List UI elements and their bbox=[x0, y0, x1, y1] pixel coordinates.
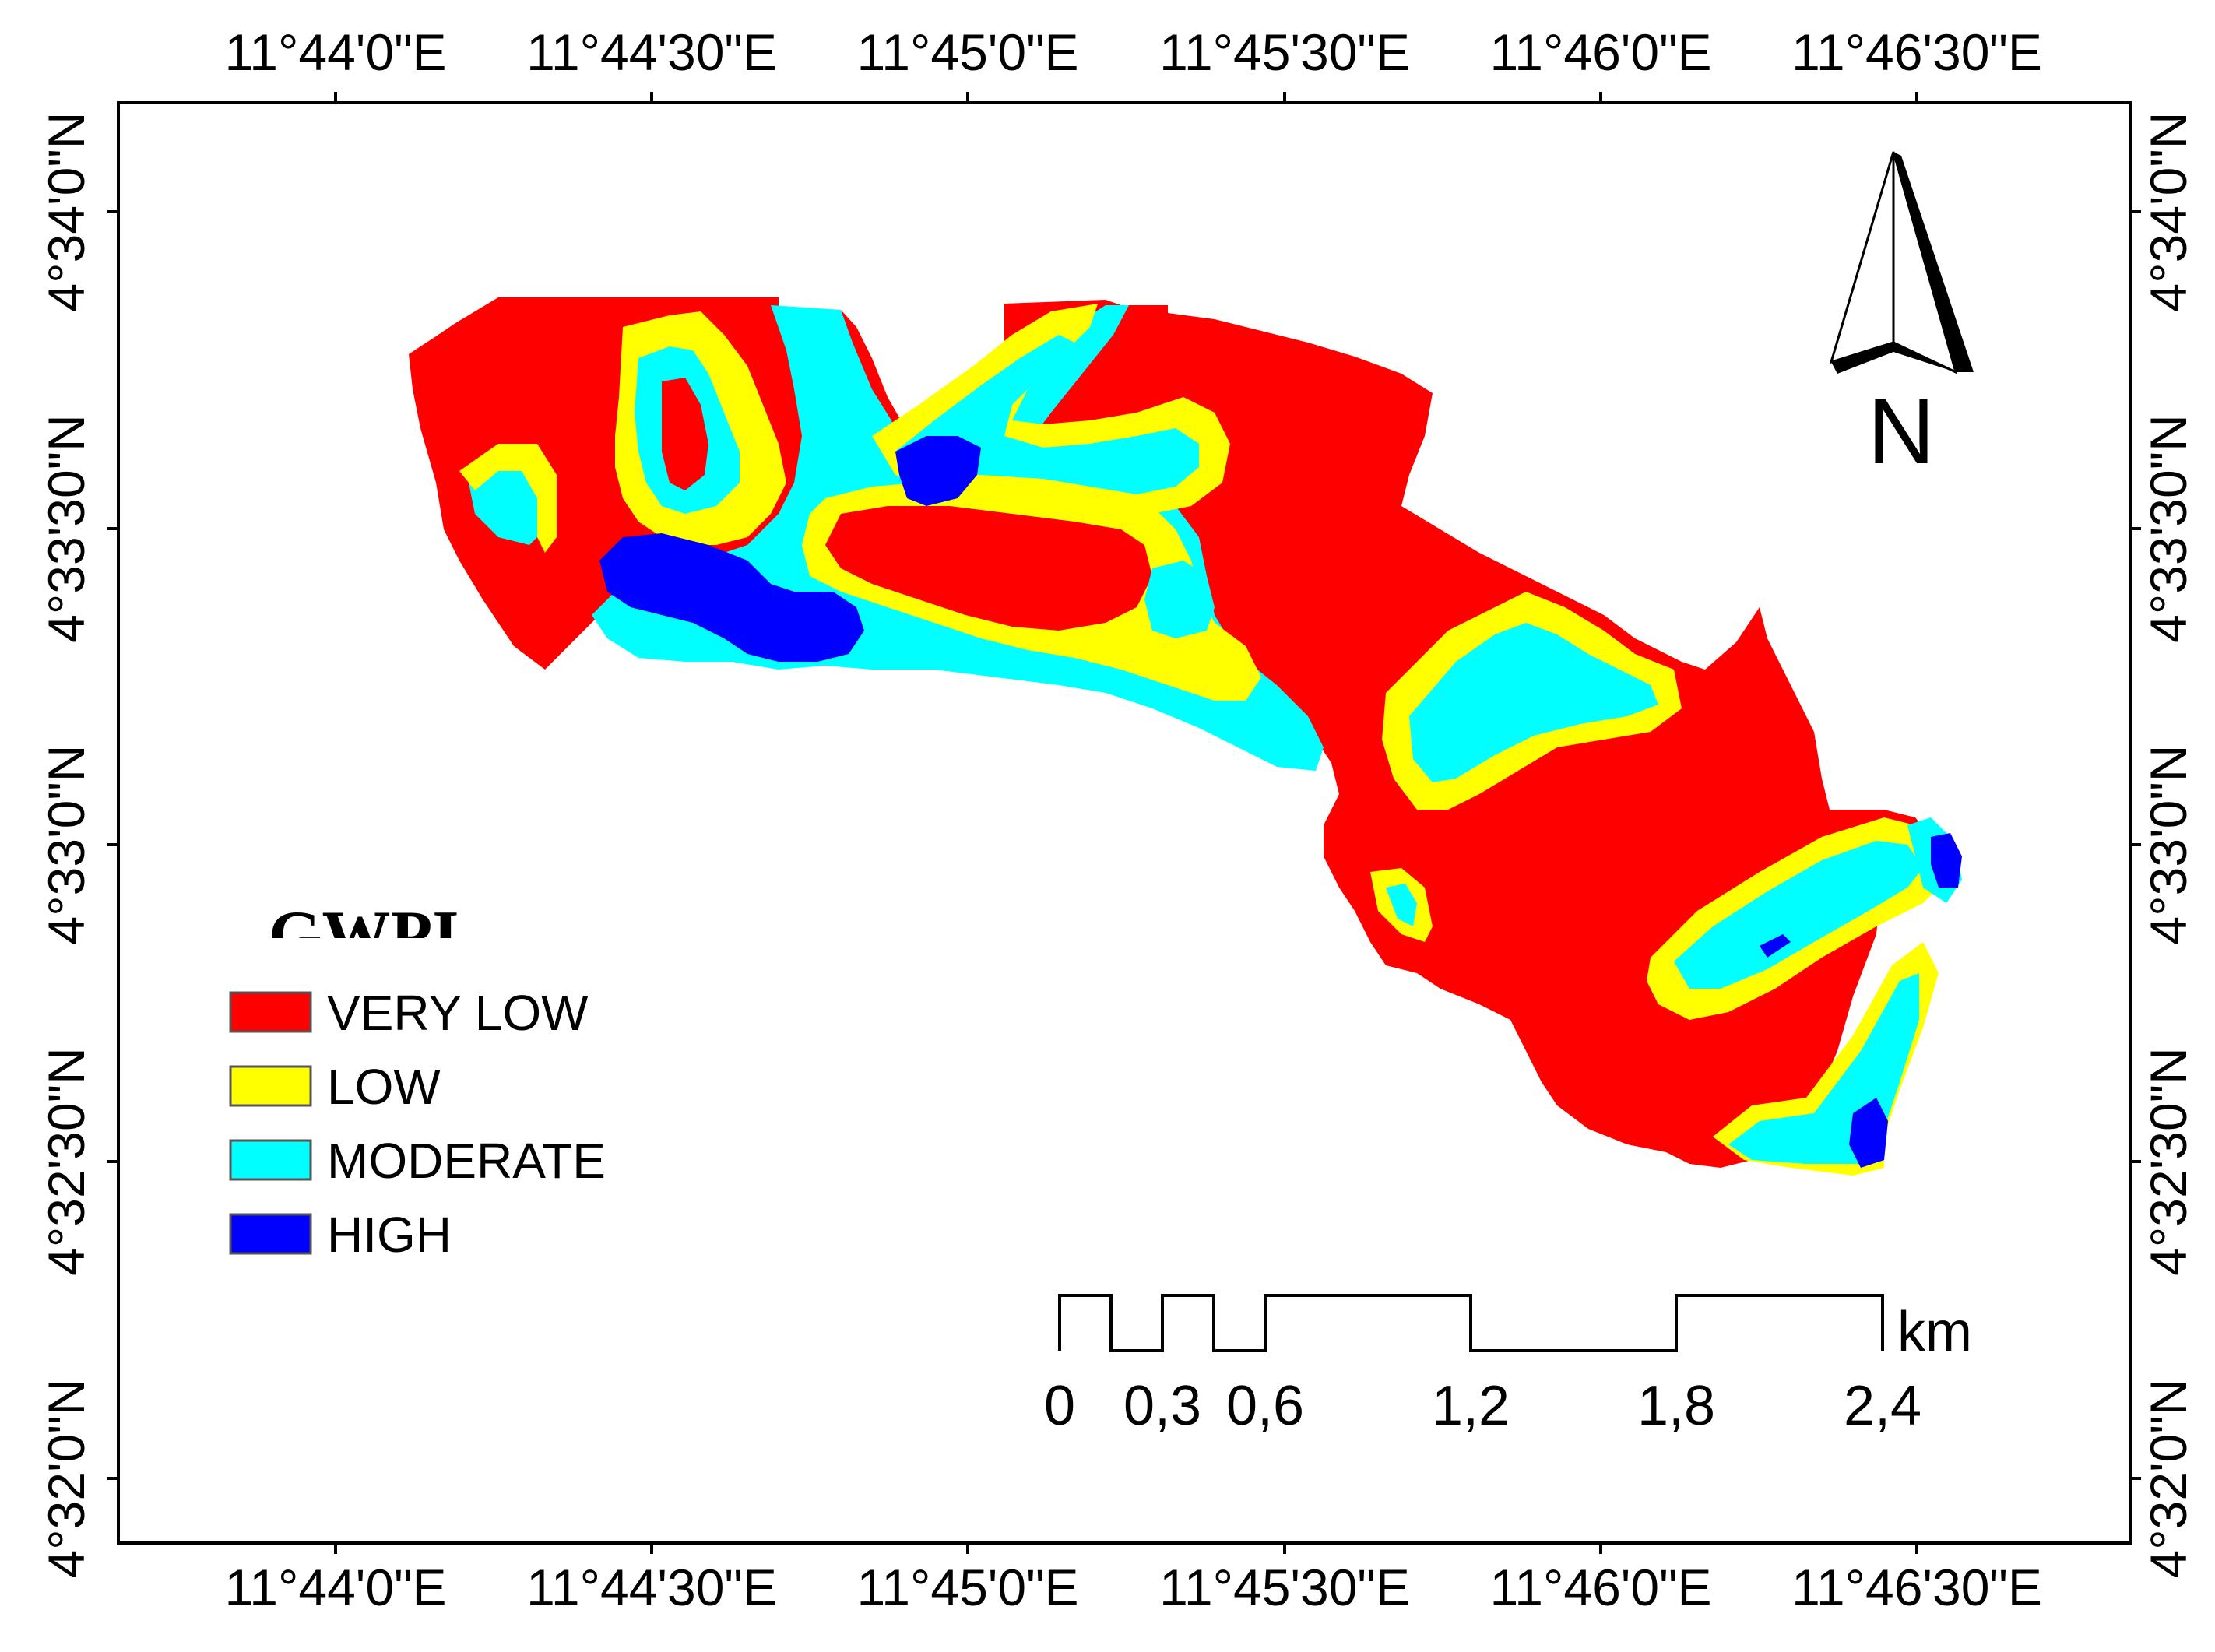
zone-low-southwest bbox=[459, 444, 557, 553]
scale-bar: km 0 0,3 0,6 1,2 1,8 2,4 bbox=[1044, 1294, 1972, 1437]
left-lat-label: 4°32'0"N bbox=[37, 1379, 95, 1579]
zone-moderate-southeast-band bbox=[1674, 841, 1923, 989]
legend-swatch-very-low bbox=[229, 991, 312, 1033]
legend-label-very-low: VERY LOW bbox=[327, 985, 589, 1041]
legend-swatch-low bbox=[229, 1065, 312, 1107]
zone-high-west bbox=[599, 533, 864, 662]
top-lon-label: 11°46'30"E bbox=[1791, 23, 2042, 81]
axis-ticks bbox=[107, 92, 2141, 1554]
left-latitude-labels: 4°34'0"N 4°33'30"N 4°33'0"N 4°32'30"N 4°… bbox=[37, 112, 95, 1579]
left-lat-label: 4°33'30"N bbox=[37, 414, 95, 643]
scale-label: 1,8 bbox=[1637, 1375, 1715, 1437]
left-lat-label: 4°32'30"N bbox=[37, 1047, 95, 1276]
bottom-longitude-labels: 11°44'0"E 11°44'30"E 11°45'0"E 11°45'30"… bbox=[224, 1559, 2041, 1616]
right-latitude-labels: 4°34'0"N 4°33'30"N 4°33'0"N 4°32'30"N 4°… bbox=[2139, 112, 2197, 1579]
zone-very-low-central-band bbox=[825, 506, 1152, 631]
left-lat-label: 4°34'0"N bbox=[37, 112, 95, 312]
scale-label: 1,2 bbox=[1432, 1375, 1510, 1437]
top-lon-label: 11°45'0"E bbox=[856, 23, 1078, 81]
scale-label: 0,3 bbox=[1123, 1375, 1201, 1437]
bottom-lon-label: 11°46'0"E bbox=[1489, 1559, 1711, 1616]
scale-bar-line bbox=[1058, 1294, 1884, 1352]
scale-label: 2,4 bbox=[1844, 1375, 1921, 1437]
top-lon-label: 11°44'30"E bbox=[526, 23, 777, 81]
bottom-lon-label: 11°45'0"E bbox=[856, 1559, 1078, 1616]
zone-moderate-central-blob bbox=[1144, 561, 1215, 638]
zone-high-bottom bbox=[1849, 1098, 1888, 1168]
right-lat-label: 4°33'0"N bbox=[2139, 745, 2197, 945]
right-lat-label: 4°32'0"N bbox=[2139, 1379, 2197, 1579]
bottom-lon-label: 11°46'30"E bbox=[1791, 1559, 2042, 1616]
zone-very-low-west-inner bbox=[662, 378, 708, 490]
bottom-lon-label: 11°44'30"E bbox=[526, 1559, 777, 1616]
zone-high-east-tip bbox=[1931, 833, 1962, 888]
scale-unit: km bbox=[1897, 1301, 1972, 1363]
zone-high-southeast-spot bbox=[1760, 934, 1791, 958]
north-arrow-icon bbox=[1829, 151, 1974, 374]
legend-label-high: HIGH bbox=[327, 1207, 452, 1263]
scale-label: 0 bbox=[1044, 1375, 1075, 1437]
north-label: N bbox=[1868, 379, 1935, 483]
legend-title: GWPI bbox=[269, 898, 459, 973]
top-lon-label: 11°45'30"E bbox=[1159, 23, 1410, 81]
zone-moderate-east-band bbox=[1409, 623, 1658, 782]
bottom-lon-label: 11°44'0"E bbox=[224, 1559, 446, 1616]
legend-label-moderate: MODERATE bbox=[327, 1133, 606, 1189]
right-lat-label: 4°33'30"N bbox=[2139, 414, 2197, 643]
gwpi-zones bbox=[409, 297, 1962, 1176]
legend: GWPI VERY LOW LOW MODERATE HIGH bbox=[229, 898, 606, 1263]
top-lon-label: 11°46'0"E bbox=[1489, 23, 1711, 81]
top-lon-label: 11°44'0"E bbox=[224, 23, 446, 81]
right-lat-label: 4°32'30"N bbox=[2139, 1047, 2197, 1276]
scale-label: 0,6 bbox=[1226, 1375, 1304, 1437]
zone-moderate-south-spot bbox=[1386, 884, 1417, 926]
top-longitude-labels: 11°44'0"E 11°44'30"E 11°45'0"E 11°45'30"… bbox=[224, 23, 2041, 81]
zone-high-upper bbox=[895, 436, 981, 506]
north-arrow: N bbox=[1829, 151, 1974, 483]
bottom-lon-label: 11°45'30"E bbox=[1159, 1559, 1410, 1616]
legend-label-low: LOW bbox=[327, 1059, 441, 1115]
right-lat-label: 4°34'0"N bbox=[2139, 112, 2197, 312]
legend-swatch-high bbox=[229, 1213, 312, 1255]
left-lat-label: 4°33'0"N bbox=[37, 745, 95, 945]
legend-swatch-moderate bbox=[229, 1139, 312, 1181]
